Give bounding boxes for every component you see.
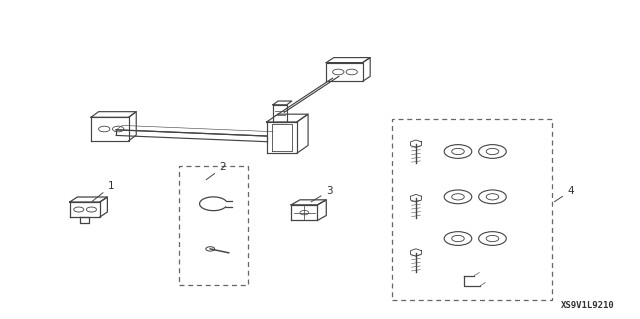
Text: XS9V1L9210: XS9V1L9210 [561, 300, 615, 309]
Text: 1: 1 [92, 181, 115, 202]
Text: 3: 3 [311, 186, 333, 202]
Text: 2: 2 [206, 162, 227, 180]
Text: 4: 4 [554, 186, 574, 202]
